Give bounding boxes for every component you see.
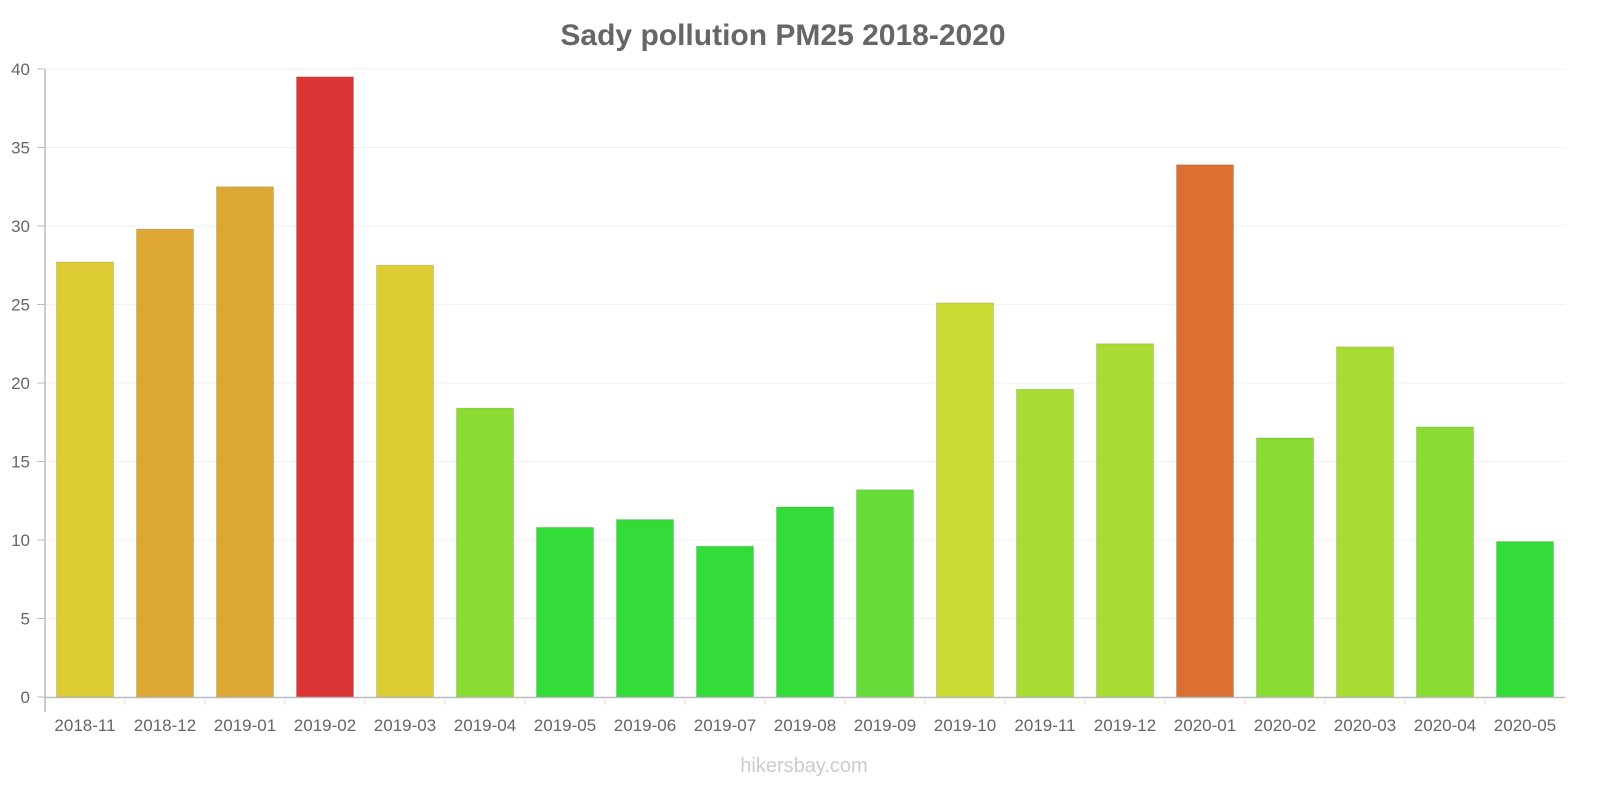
y-tick-label: 15 xyxy=(11,453,30,472)
bar-2019-06[interactable] xyxy=(616,519,674,698)
bar-2018-12[interactable] xyxy=(136,228,194,698)
bar-2019-03[interactable] xyxy=(376,264,434,698)
x-tick-label: 2019-03 xyxy=(374,716,436,735)
bar-2019-09[interactable] xyxy=(856,489,914,698)
x-tick-label: 2020-03 xyxy=(1334,716,1396,735)
bar-2019-12[interactable] xyxy=(1096,343,1154,698)
y-tick-label: 25 xyxy=(11,296,30,315)
x-tick-label: 2019-04 xyxy=(454,716,516,735)
y-tick-label: 35 xyxy=(11,139,30,158)
x-tick-label: 2019-12 xyxy=(1094,716,1156,735)
x-tick-label: 2020-02 xyxy=(1254,716,1316,735)
x-tick-label: 2020-04 xyxy=(1414,716,1476,735)
x-tick-label: 2019-11 xyxy=(1014,716,1075,735)
bar-2020-01[interactable] xyxy=(1176,164,1234,698)
bar-2020-02[interactable] xyxy=(1256,437,1314,698)
chart-title: Sady pollution PM25 2018-2020 xyxy=(560,19,1005,52)
x-tick-label: 2019-08 xyxy=(774,716,836,735)
bar-2020-04[interactable] xyxy=(1416,426,1474,698)
bar-2019-08[interactable] xyxy=(776,506,834,698)
watermark: hikersbay.com xyxy=(740,755,867,777)
bar-2019-10[interactable] xyxy=(936,302,994,698)
y-tick-label: 10 xyxy=(11,531,30,550)
x-tick-label: 2020-05 xyxy=(1494,716,1556,735)
y-tick-label: 30 xyxy=(11,217,30,236)
bar-2019-07[interactable] xyxy=(696,545,754,698)
bar-2019-02[interactable] xyxy=(296,76,354,698)
bar-2019-04[interactable] xyxy=(456,407,514,698)
x-tick-label: 2019-10 xyxy=(934,716,996,735)
x-tick-label: 2019-05 xyxy=(534,716,596,735)
x-tick-label: 2019-07 xyxy=(694,716,756,735)
x-tick-label: 2019-06 xyxy=(614,716,676,735)
x-tick-label: 2018-12 xyxy=(134,716,196,735)
x-tick-label: 2019-09 xyxy=(854,716,916,735)
x-tick-label: 2018-11 xyxy=(54,716,115,735)
bar-2020-03[interactable] xyxy=(1336,346,1394,698)
bar-2019-11[interactable] xyxy=(1016,388,1074,698)
y-tick-label: 20 xyxy=(11,374,30,393)
x-tick-label: 2020-01 xyxy=(1174,716,1236,735)
bar-2018-11[interactable] xyxy=(56,261,114,698)
bar-2020-05[interactable] xyxy=(1496,541,1554,698)
y-tick-label: 0 xyxy=(21,688,30,707)
bar-2019-05[interactable] xyxy=(536,526,594,698)
y-tick-label: 5 xyxy=(21,610,30,629)
x-tick-label: 2019-02 xyxy=(294,716,356,735)
x-tick-label: 2019-01 xyxy=(214,716,276,735)
bar-2019-01[interactable] xyxy=(216,186,274,698)
y-tick-label: 40 xyxy=(11,60,30,79)
